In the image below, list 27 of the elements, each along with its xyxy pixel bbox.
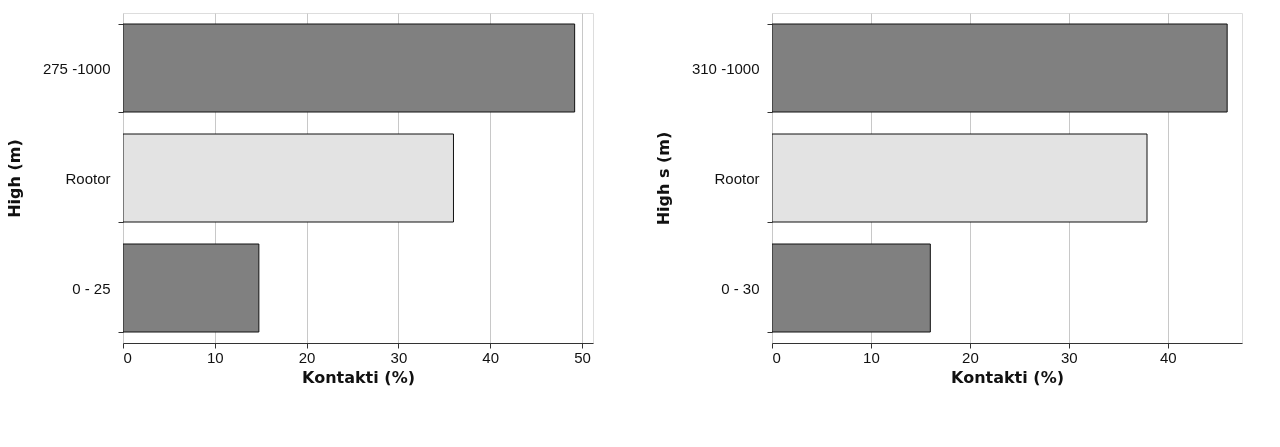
x-tick-label: 30 [390, 348, 408, 366]
x-tick-label: 20 [298, 348, 316, 366]
x-axis-title: Kontakti (%) [302, 367, 415, 387]
x-tick-label: 40 [1159, 348, 1177, 366]
bar [123, 243, 260, 333]
y-tick-label: 0 - 25 [72, 279, 111, 297]
y-axis-title: High (m) [4, 139, 24, 218]
bar [123, 23, 576, 113]
y-tick-label: Rootor [714, 169, 760, 187]
y-tick-label: 0 - 30 [721, 279, 760, 297]
x-tick-label: 10 [206, 348, 224, 366]
y-tick-label: 310 -1000 [691, 59, 760, 77]
x-tick-label: 50 [574, 348, 591, 366]
y-axis-title: High s (m) [653, 131, 673, 226]
x-tick-label: 20 [962, 348, 979, 366]
x-tick-label: 0 [772, 348, 781, 366]
y-tick-label: Rootor [65, 169, 111, 187]
x-axis-title: Kontakti (%) [951, 367, 1064, 387]
bar [123, 133, 454, 223]
x-tick-label: 10 [863, 348, 880, 366]
x-tick-label: 0 [123, 348, 132, 366]
bar [772, 23, 1228, 113]
x-tick-label: 40 [482, 348, 500, 366]
x-tick-label: 30 [1061, 348, 1078, 366]
bar [772, 243, 931, 333]
y-tick-label: 275 -1000 [42, 59, 111, 77]
bar [772, 133, 1148, 223]
